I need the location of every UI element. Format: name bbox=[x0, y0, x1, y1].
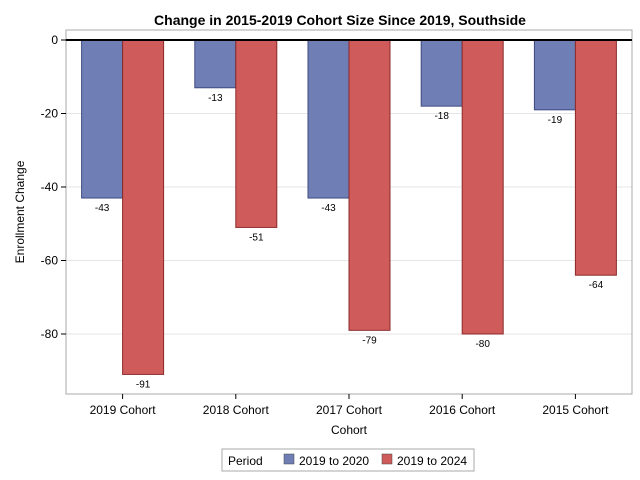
y-tick-label: -20 bbox=[41, 107, 59, 121]
bar-2019-cohort-series-0 bbox=[81, 39, 124, 199]
legend-title: Period bbox=[228, 454, 263, 468]
data-label: -51 bbox=[249, 232, 264, 243]
y-tick-label: -40 bbox=[41, 180, 59, 194]
y-tick-label: -80 bbox=[41, 327, 59, 341]
data-label: -80 bbox=[475, 339, 490, 350]
data-label: -79 bbox=[362, 335, 377, 346]
data-label: -43 bbox=[95, 203, 110, 214]
bar-2016-cohort-series-0 bbox=[420, 39, 463, 107]
x-tick-label: 2019 Cohort bbox=[90, 403, 157, 417]
bar-2017-cohort-series-1 bbox=[348, 39, 391, 331]
legend-label-2019-to-2024: 2019 to 2024 bbox=[397, 454, 467, 468]
x-tick-label: 2017 Cohort bbox=[316, 403, 383, 417]
bar-2018-cohort-series-1 bbox=[235, 39, 278, 228]
x-tick-label: 2018 Cohort bbox=[203, 403, 270, 417]
bar-2018-cohort-series-0 bbox=[194, 39, 237, 89]
data-label: -91 bbox=[136, 379, 151, 390]
data-label: -64 bbox=[589, 280, 604, 291]
bar-2019-cohort-series-1 bbox=[122, 39, 165, 375]
bar-2015-cohort-series-0 bbox=[533, 39, 576, 111]
x-axis-ticks: 2019 Cohort 2018 Cohort 2017 Cohort 2016 Co… bbox=[90, 394, 609, 417]
bar-2016-cohort-series-1 bbox=[461, 39, 504, 335]
legend-label-2019-to-2020: 2019 to 2020 bbox=[299, 454, 369, 468]
y-tick-label: -60 bbox=[41, 254, 59, 268]
data-label: -13 bbox=[208, 93, 223, 104]
data-label: -19 bbox=[548, 115, 563, 126]
y-axis-label: Enrollment Change bbox=[13, 160, 27, 263]
bar-2017-cohort-series-0 bbox=[307, 39, 350, 199]
legend-frame bbox=[221, 448, 475, 472]
data-label: -43 bbox=[321, 203, 336, 214]
x-tick-label: 2016 Cohort bbox=[429, 403, 496, 417]
x-tick-label: 2015 Cohort bbox=[542, 403, 609, 417]
y-axis-ticks: 0 -20 -40 -60 -80 bbox=[41, 33, 66, 341]
bar-2015-cohort-series-1 bbox=[574, 39, 617, 276]
x-axis-label: Cohort bbox=[331, 423, 368, 437]
data-label: -18 bbox=[434, 111, 449, 122]
y-tick-label: 0 bbox=[51, 33, 58, 47]
legend-swatch-2019-to-2020 bbox=[283, 453, 295, 465]
chart-title: Change in 2015-2019 Cohort Size Since 20… bbox=[154, 12, 526, 28]
legend-swatch-2019-to-2024 bbox=[381, 453, 393, 465]
bars-group: -43 -91 -13 -51 -43 -79 -18 -80 -19 -64 bbox=[81, 39, 617, 390]
legend: Period 2019 to 2020 2019 to 2024 bbox=[221, 448, 475, 472]
